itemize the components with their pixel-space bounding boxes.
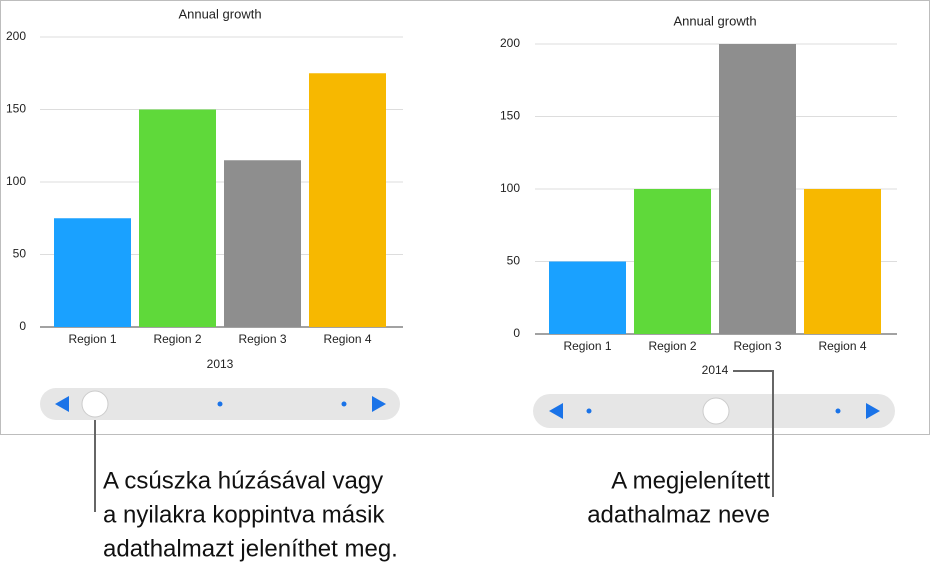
bar — [224, 160, 301, 327]
x-tick-label: Region 3 — [238, 332, 286, 346]
bar — [549, 261, 626, 334]
bar — [54, 218, 131, 327]
arrow-left[interactable] — [549, 403, 563, 419]
bar — [719, 44, 796, 334]
arrow-right[interactable] — [866, 403, 880, 419]
chart-title: Annual growth — [178, 6, 261, 21]
bar — [309, 73, 386, 327]
bar — [634, 189, 711, 334]
callout-line — [733, 370, 774, 497]
x-axis-label: 2014 — [702, 363, 729, 377]
slider-handle[interactable] — [81, 390, 109, 418]
slider-dot — [341, 401, 347, 407]
y-tick-label: 50 — [13, 247, 27, 261]
callout-text: A megjelenített — [611, 467, 770, 494]
y-tick-label: 0 — [513, 326, 520, 340]
slider-dot — [835, 408, 841, 414]
bar — [804, 189, 881, 334]
callout-text: adathalmazt jeleníthet meg. — [103, 535, 398, 562]
arrow-right[interactable] — [372, 396, 386, 412]
x-tick-label: Region 2 — [648, 339, 696, 353]
y-tick-label: 150 — [6, 102, 26, 116]
slider-dot — [217, 401, 223, 407]
y-tick-label: 100 — [500, 181, 520, 195]
arrow-left[interactable] — [55, 396, 69, 412]
callout-text: adathalmaz neve — [587, 501, 770, 528]
x-tick-label: Region 4 — [818, 339, 866, 353]
x-tick-label: Region 4 — [323, 332, 371, 346]
chart-title: Annual growth — [673, 13, 756, 28]
y-tick-label: 200 — [500, 36, 520, 50]
x-axis-label: 2013 — [207, 357, 234, 371]
callout-text: A csúszka húzásával vagy — [103, 467, 383, 494]
y-tick-label: 50 — [507, 254, 521, 268]
y-tick-label: 0 — [19, 319, 26, 333]
y-tick-label: 200 — [6, 29, 26, 43]
bar — [139, 109, 216, 327]
x-tick-label: Region 3 — [733, 339, 781, 353]
slider-dot — [586, 408, 592, 414]
callout-text: a nyilakra koppintva másik — [103, 501, 385, 528]
x-tick-label: Region 2 — [153, 332, 201, 346]
y-tick-label: 100 — [6, 174, 26, 188]
x-tick-label: Region 1 — [68, 332, 116, 346]
x-tick-label: Region 1 — [563, 339, 611, 353]
y-tick-label: 150 — [500, 109, 520, 123]
slider-handle[interactable] — [702, 397, 730, 425]
